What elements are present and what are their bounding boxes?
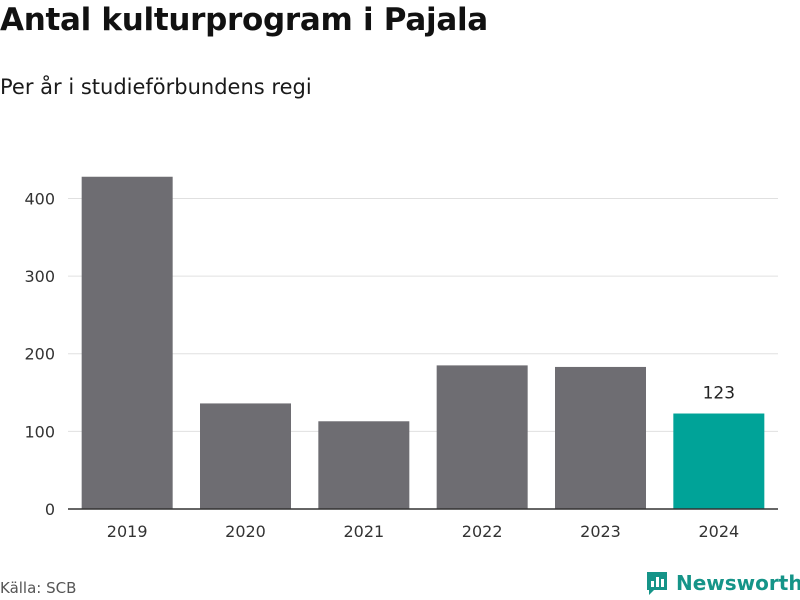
bar: [81, 176, 173, 510]
y-tick-label: 400: [24, 189, 55, 208]
chart-subtitle: Per år i studieförbundens regi: [0, 75, 312, 99]
source-note: Källa: SCB: [0, 579, 77, 597]
data-label: 123: [703, 384, 735, 404]
bar: [200, 403, 291, 509]
bar: [436, 365, 528, 509]
brand-name: Newsworthy: [676, 571, 800, 595]
x-tick-label: 2020: [225, 522, 266, 541]
x-tick-label: 2024: [698, 522, 739, 541]
y-tick-label: 100: [24, 422, 55, 441]
bar-chart: 0 100 200 300 400 2019 2020 2021 2022 2023 2024 123: [24, 176, 778, 541]
y-tick-label: 0: [45, 500, 55, 519]
x-tick-label: 2023: [580, 522, 621, 541]
bar: [673, 413, 765, 509]
y-tick-label: 200: [24, 345, 55, 364]
x-tick-label: 2019: [107, 522, 148, 541]
bar: [318, 421, 410, 509]
bar: [555, 366, 646, 509]
y-tick-label: 300: [24, 267, 55, 286]
newsworthy-logo: Newsworthy: [645, 570, 800, 596]
x-tick-label: 2022: [462, 522, 503, 541]
newsworthy-logo-icon: [647, 572, 667, 595]
chart-title: Antal kulturprogram i Pajala: [0, 2, 488, 38]
x-tick-label: 2021: [343, 522, 384, 541]
